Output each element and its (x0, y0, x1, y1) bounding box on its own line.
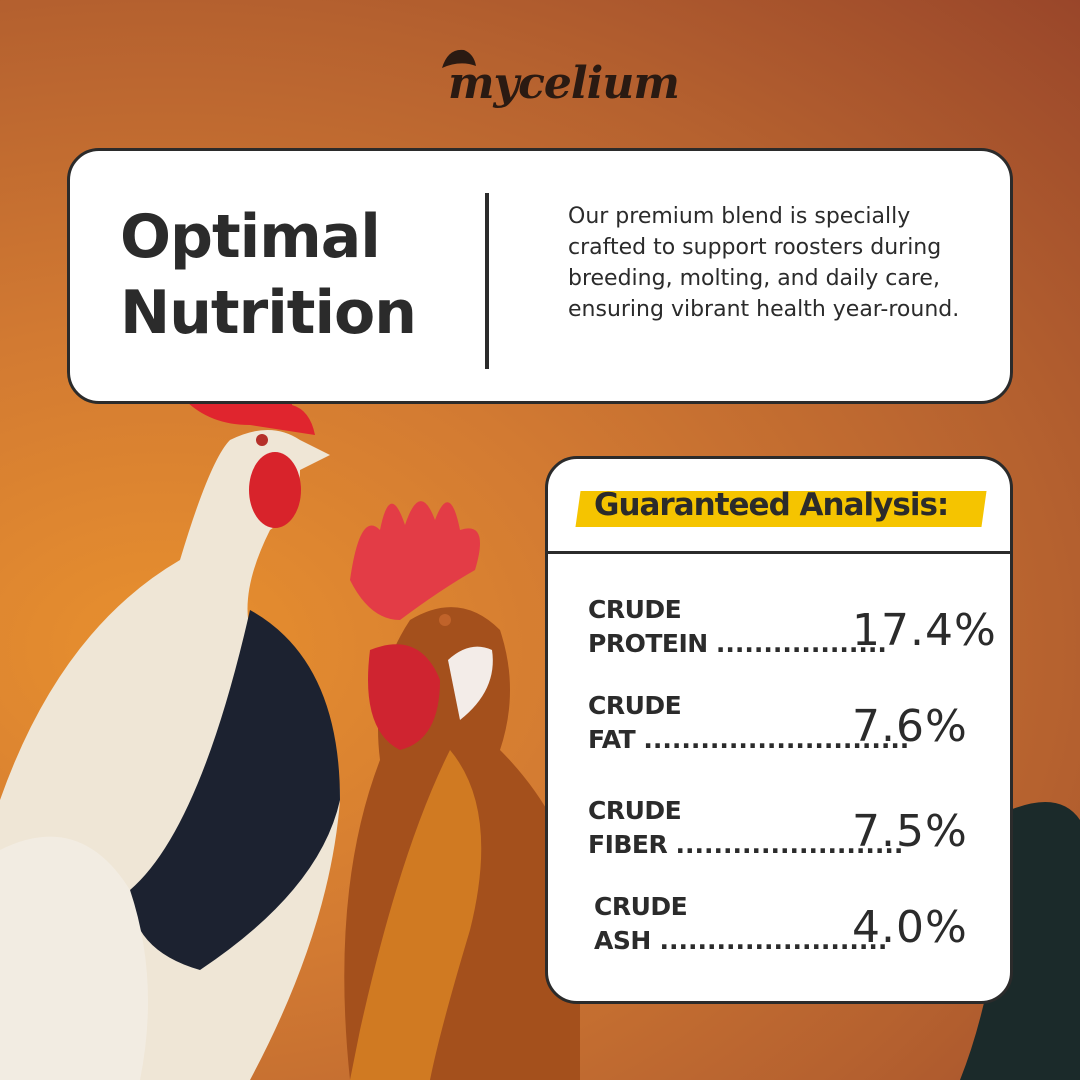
row-label: FIBER (588, 830, 668, 859)
row-value: 7.6% (852, 701, 968, 752)
analysis-row-fat: CRUDE FAT ............................ 7.… (588, 689, 988, 769)
brand-logo-text: mycelium (448, 58, 680, 109)
analysis-row-ash: CRUDE ASH ........................ 4.0% (594, 890, 994, 970)
row-label: CRUDE (588, 691, 682, 720)
row-label: ASH (594, 926, 651, 955)
row-value: 4.0% (852, 902, 968, 953)
divider (485, 193, 489, 369)
brand-logo (440, 49, 640, 122)
divider (548, 551, 1010, 554)
mushroom-icon (442, 49, 476, 68)
dot-leader: ........................ (675, 830, 904, 859)
dot-leader: ............................ (643, 725, 910, 754)
guaranteed-analysis-card: Guaranteed Analysis: CRUDE PROTEIN ......… (545, 456, 1013, 1004)
row-label: FAT (588, 725, 636, 754)
analysis-row-fiber: CRUDE FIBER ........................ 7.5% (588, 794, 988, 874)
title-line-1: Optimal (120, 202, 381, 272)
intro-card: Optimal Nutrition Our premium blend is s… (67, 148, 1013, 404)
analysis-heading: Guaranteed Analysis: (594, 487, 949, 523)
row-label: CRUDE (594, 892, 688, 921)
intro-title: Optimal Nutrition (120, 199, 417, 351)
row-label: PROTEIN (588, 629, 708, 658)
dot-leader: ........................ (650, 926, 888, 955)
row-label: CRUDE (588, 595, 682, 624)
intro-body: Our premium blend is specially crafted t… (568, 204, 960, 322)
row-value: 7.5% (852, 806, 968, 857)
dot-leader: .................. (715, 629, 887, 658)
row-label: CRUDE (588, 796, 682, 825)
title-line-2: Nutrition (120, 278, 417, 348)
row-value: 17.4% (852, 605, 997, 656)
roosters-photo (0, 358, 1080, 1080)
analysis-row-protein: CRUDE PROTEIN .................. 17.4% (588, 593, 996, 673)
